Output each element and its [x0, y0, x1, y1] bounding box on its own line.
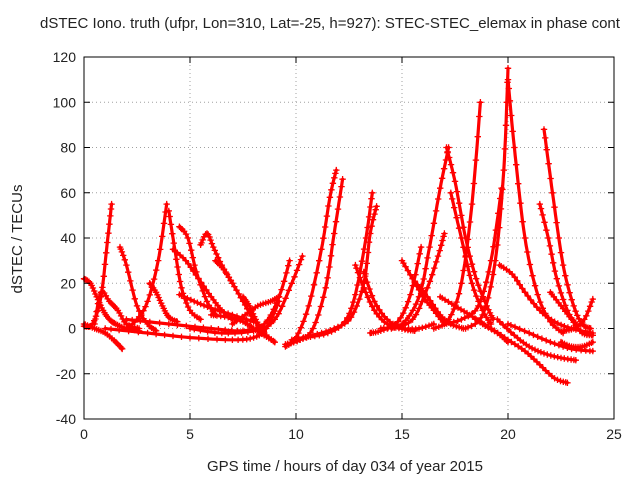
- series-markers: [165, 207, 204, 323]
- series-markers: [504, 76, 567, 337]
- x-tick-label: 10: [288, 426, 304, 442]
- series-line: [283, 177, 345, 346]
- y-tick-label: 80: [60, 140, 76, 156]
- y-tick-label: 120: [53, 49, 77, 65]
- series-trace: [367, 243, 425, 337]
- series-trace: [504, 320, 596, 355]
- series-line: [497, 263, 595, 335]
- series-trace: [165, 207, 204, 323]
- series-trace: [462, 65, 512, 332]
- x-axis-label: GPS time / hours of day 034 of year 2015: [207, 458, 483, 475]
- series-line: [124, 202, 169, 331]
- y-tick-label: 60: [60, 185, 76, 201]
- x-tick-label: 5: [186, 426, 194, 442]
- x-tick-label: 20: [500, 426, 516, 442]
- axis-ticks: 0 5 10 15 20 25 -40 -20 0 20 40 60 80 100 120: [53, 49, 622, 442]
- series-markers: [547, 289, 596, 339]
- y-axis-label: dSTEC / TECUs: [9, 185, 26, 294]
- series-markers: [559, 295, 596, 334]
- x-tick-label: 25: [606, 426, 622, 442]
- y-tick-label: 20: [60, 275, 76, 291]
- series-markers: [494, 316, 579, 364]
- x-tick-label: 15: [394, 426, 410, 442]
- series-trace: [540, 126, 594, 332]
- series-markers: [441, 185, 505, 328]
- series-markers: [102, 298, 283, 343]
- series-markers: [388, 230, 448, 332]
- data-traces: [80, 65, 596, 386]
- grid-lines: [84, 57, 614, 419]
- series-markers: [473, 316, 571, 386]
- chart-title: dSTEC Iono. truth (ufpr, Lon=310, Lat=-2…: [40, 15, 621, 32]
- y-tick-label: -20: [56, 366, 76, 382]
- x-tick-label: 0: [80, 426, 88, 442]
- series-trace: [146, 280, 181, 325]
- series-markers: [91, 288, 143, 332]
- y-tick-label: 40: [60, 230, 76, 246]
- series-line: [379, 145, 451, 331]
- series-trace: [388, 230, 448, 332]
- series-trace: [441, 185, 505, 328]
- y-tick-label: 100: [53, 94, 77, 110]
- y-tick-label: 0: [68, 321, 76, 337]
- series-trace: [123, 200, 170, 332]
- series-trace: [473, 316, 571, 386]
- series-trace: [102, 298, 283, 343]
- series-markers: [208, 311, 278, 346]
- series-trace: [494, 316, 579, 364]
- series-line: [283, 168, 338, 349]
- series-markers: [146, 280, 181, 325]
- series-trace: [282, 176, 346, 348]
- series-trace: [504, 76, 567, 337]
- series-markers: [282, 176, 346, 348]
- series-trace: [559, 295, 596, 334]
- series-markers: [504, 320, 596, 355]
- series-trace: [547, 289, 596, 339]
- series-line: [542, 127, 593, 331]
- series-trace: [208, 311, 278, 346]
- y-tick-label: -40: [56, 411, 76, 427]
- series-markers: [123, 200, 170, 332]
